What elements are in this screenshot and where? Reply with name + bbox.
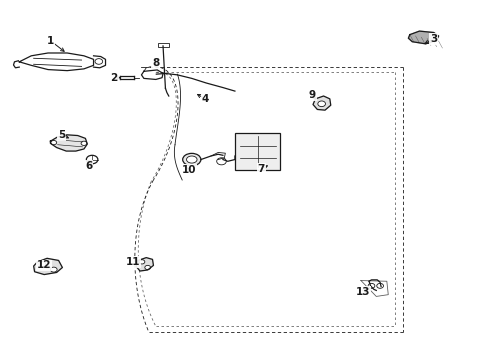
Text: 10: 10	[182, 165, 196, 175]
Text: 12: 12	[37, 260, 51, 270]
Text: 7: 7	[257, 164, 264, 174]
Circle shape	[39, 261, 45, 266]
Polygon shape	[136, 258, 153, 271]
Circle shape	[50, 267, 57, 272]
Ellipse shape	[183, 153, 201, 166]
Circle shape	[376, 283, 383, 288]
Circle shape	[51, 140, 57, 145]
Text: 3: 3	[429, 34, 437, 44]
Ellipse shape	[186, 156, 197, 163]
Polygon shape	[312, 96, 330, 110]
Circle shape	[216, 158, 226, 165]
Circle shape	[317, 101, 325, 107]
Polygon shape	[407, 31, 438, 44]
Polygon shape	[34, 258, 62, 275]
FancyBboxPatch shape	[158, 43, 168, 48]
FancyBboxPatch shape	[234, 133, 280, 170]
Polygon shape	[50, 135, 87, 151]
Text: 9: 9	[308, 90, 315, 100]
Circle shape	[81, 141, 87, 145]
Text: 1: 1	[47, 36, 54, 46]
Text: 11: 11	[126, 257, 140, 267]
Text: 8: 8	[152, 58, 159, 68]
Text: 13: 13	[355, 287, 370, 297]
Text: 5: 5	[58, 130, 65, 140]
Circle shape	[139, 260, 144, 264]
Text: 2: 2	[110, 73, 118, 83]
Text: 6: 6	[85, 161, 92, 171]
Circle shape	[86, 155, 98, 164]
Circle shape	[367, 283, 374, 288]
Text: 4: 4	[201, 94, 208, 104]
Circle shape	[144, 265, 150, 270]
